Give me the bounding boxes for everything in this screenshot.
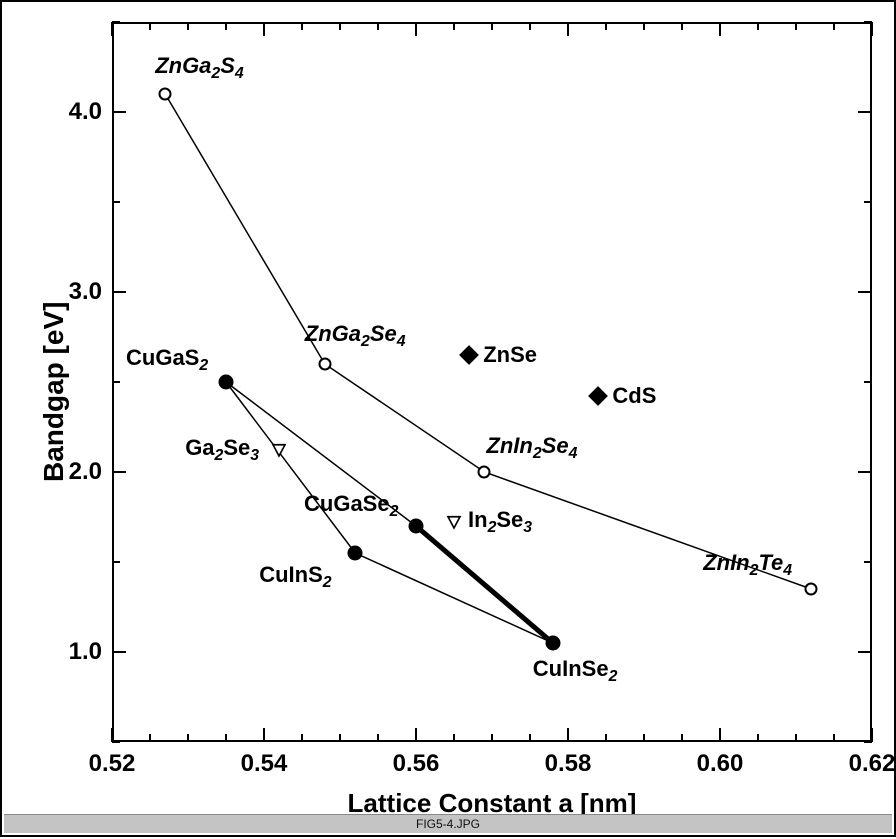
marker-ZnIn2Te4 — [805, 583, 818, 596]
tick — [453, 734, 455, 742]
tick — [833, 22, 835, 30]
tick — [719, 728, 721, 742]
tick — [864, 381, 872, 383]
tick — [757, 22, 759, 30]
marker-ZnIn2Se4 — [478, 466, 491, 479]
tick-label: 3.0 — [69, 278, 102, 306]
tick — [795, 22, 797, 30]
label-ZnSe: ZnSe — [483, 342, 537, 368]
tick-label: 2.0 — [69, 458, 102, 486]
tick — [187, 734, 189, 742]
tick — [681, 734, 683, 742]
tick-label: 0.62 — [849, 750, 896, 778]
tick — [643, 734, 645, 742]
marker-CuGaS2 — [219, 375, 234, 390]
tick — [112, 561, 120, 563]
tick — [681, 22, 683, 30]
tick — [112, 111, 126, 113]
tick — [339, 734, 341, 742]
tick — [112, 651, 126, 653]
tick-label: 4.0 — [69, 98, 102, 126]
tick — [864, 201, 872, 203]
tick — [301, 22, 303, 30]
y-axis-label: Bandgap [eV] — [38, 302, 70, 482]
marker-CuInS2 — [348, 546, 363, 561]
tick-label: 0.52 — [89, 750, 136, 778]
tick — [112, 291, 126, 293]
tick — [377, 734, 379, 742]
tick — [112, 201, 120, 203]
tick — [719, 22, 721, 36]
label-ZnGa2Se4: ZnGa2Se4 — [305, 321, 406, 351]
tick — [605, 22, 607, 30]
tick-label: 0.56 — [393, 750, 440, 778]
tick — [415, 728, 417, 742]
tick — [871, 728, 873, 742]
label-Ga2Se3: Ga2Se3 — [185, 435, 259, 465]
tick — [529, 22, 531, 30]
figure-container: ZnGa2S4 ZnGa2Se4 ZnIn2Se4 ZnIn2Te4 CuGaS2 CuG… — [0, 0, 896, 837]
tick — [567, 728, 569, 742]
label-ZnIn2Te4: ZnIn2Te4 — [703, 550, 792, 580]
tick — [263, 22, 265, 36]
tick-label: 0.58 — [545, 750, 592, 778]
tick — [858, 651, 872, 653]
tick — [149, 734, 151, 742]
label-CdS: CdS — [612, 383, 656, 409]
marker-CuGaSe2 — [409, 519, 424, 534]
tick — [225, 734, 227, 742]
tick — [864, 21, 872, 23]
tick — [529, 734, 531, 742]
tick — [225, 22, 227, 30]
tick-label: 1.0 — [69, 638, 102, 666]
tick — [858, 111, 872, 113]
tick — [757, 734, 759, 742]
tick — [567, 22, 569, 36]
tick — [187, 22, 189, 30]
marker-Ga2Se3 — [272, 443, 287, 458]
tick — [339, 22, 341, 30]
tick — [149, 22, 151, 30]
tick-label: 0.54 — [241, 750, 288, 778]
tick — [833, 734, 835, 742]
tick — [864, 561, 872, 563]
label-CuInSe2: CuInSe2 — [533, 656, 618, 686]
tick — [491, 22, 493, 30]
tick — [858, 291, 872, 293]
label-CuGaS2: CuGaS2 — [126, 345, 208, 375]
tick — [263, 728, 265, 742]
footer-filename: FIG5-4.JPG — [4, 814, 892, 833]
marker-CuInSe2 — [545, 636, 560, 651]
tick — [871, 22, 873, 36]
tick — [112, 381, 120, 383]
tick — [112, 21, 120, 23]
tick — [453, 22, 455, 30]
label-CuGaSe2: CuGaSe2 — [304, 491, 398, 521]
tick — [112, 741, 120, 743]
tick — [111, 22, 113, 36]
tick — [491, 734, 493, 742]
tick — [864, 741, 872, 743]
label-ZnIn2Se4: ZnIn2Se4 — [486, 433, 577, 463]
tick — [112, 471, 126, 473]
tick — [301, 734, 303, 742]
tick — [643, 22, 645, 30]
tick — [377, 22, 379, 30]
marker-ZnGa2S4 — [159, 88, 172, 101]
tick — [605, 734, 607, 742]
label-In2Se3: In2Se3 — [468, 507, 532, 537]
marker-In2Se3 — [447, 515, 462, 530]
tick — [795, 734, 797, 742]
tick — [111, 728, 113, 742]
label-CuInS2: CuInS2 — [259, 562, 331, 592]
tick-label: 0.60 — [697, 750, 744, 778]
label-ZnGa2S4: ZnGa2S4 — [155, 53, 244, 83]
tick — [415, 22, 417, 36]
marker-ZnGa2Se4 — [318, 358, 331, 371]
tick — [858, 471, 872, 473]
